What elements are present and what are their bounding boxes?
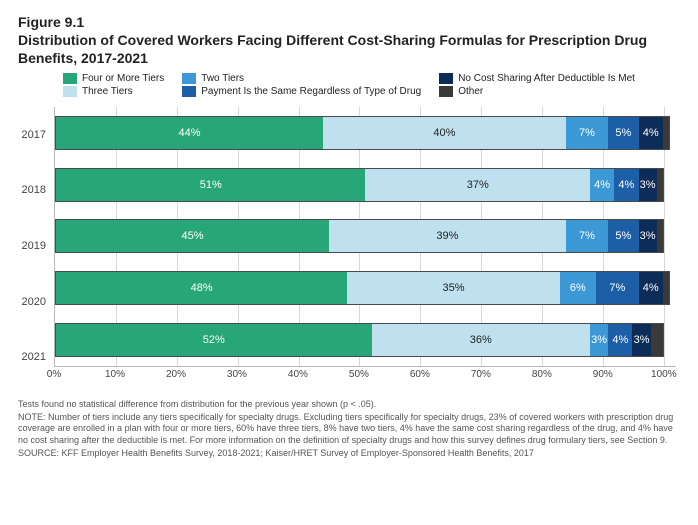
x-tick-label: 70%: [471, 369, 491, 380]
figure-title: Distribution of Covered Workers Facing D…: [18, 32, 680, 67]
bar-segment: 3%: [632, 324, 650, 356]
bar-row: 52%36%3%4%3%: [55, 323, 664, 357]
legend-swatch: [182, 73, 196, 84]
bar-segment: [663, 117, 669, 149]
legend-swatch: [63, 73, 77, 84]
bar-segment: 52%: [56, 324, 372, 356]
legend-swatch: [63, 86, 77, 97]
legend-item: Other: [439, 86, 635, 97]
legend-item: Four or More Tiers: [63, 73, 164, 84]
legend-item: Two Tiers: [182, 73, 421, 84]
bar-segment: 7%: [566, 117, 608, 149]
bar-segment: [657, 220, 663, 252]
y-axis-label: 2020: [18, 296, 50, 308]
y-axis-label: 2019: [18, 240, 50, 252]
bar-segment: 35%: [347, 272, 559, 304]
bar-segment: 7%: [566, 220, 608, 252]
bar-segment: 36%: [372, 324, 590, 356]
bar-segment: 3%: [639, 220, 657, 252]
bar-segment: 4%: [639, 117, 663, 149]
note-stat: Tests found no statistical difference fr…: [18, 399, 680, 411]
bar-segment: 5%: [608, 220, 638, 252]
stacked-bar-chart: 44%40%7%5%4%51%37%4%4%3%45%39%7%5%3%48%3…: [54, 107, 676, 367]
bar-segment: 6%: [560, 272, 596, 304]
y-axis-labels: 2017 2018 2019 2020 2021: [18, 107, 50, 385]
note-source: SOURCE: KFF Employer Health Benefits Sur…: [18, 448, 680, 460]
bar-segment: [651, 324, 663, 356]
x-tick-label: 90%: [593, 369, 613, 380]
y-axis-label: 2017: [18, 129, 50, 141]
legend-label: Other: [458, 86, 483, 97]
bar-row: 51%37%4%4%3%: [55, 168, 664, 202]
bar-segment: 45%: [56, 220, 329, 252]
x-tick-label: 40%: [288, 369, 308, 380]
legend-item: Payment Is the Same Regardless of Type o…: [182, 86, 421, 97]
bar-segment: 51%: [56, 169, 365, 201]
bar-segment: 44%: [56, 117, 323, 149]
x-tick-label: 10%: [105, 369, 125, 380]
note-main: NOTE: Number of tiers include any tiers …: [18, 412, 680, 447]
notes: Tests found no statistical difference fr…: [18, 399, 680, 459]
bar-segment: [657, 169, 663, 201]
legend-item: Three Tiers: [63, 86, 164, 97]
legend-label: Three Tiers: [82, 86, 133, 97]
legend-label: Two Tiers: [201, 73, 244, 84]
x-tick-label: 100%: [651, 369, 677, 380]
y-axis-label: 2018: [18, 184, 50, 196]
x-tick-label: 30%: [227, 369, 247, 380]
chart-area: 20172018201920202021 44%40%7%5%4%51%37%4…: [54, 107, 676, 385]
bar-segment: 40%: [323, 117, 566, 149]
x-tick-label: 0%: [47, 369, 61, 380]
bar-segment: 5%: [608, 117, 638, 149]
bar-segment: 7%: [596, 272, 638, 304]
bar-segment: 3%: [590, 324, 608, 356]
bar-segment: 37%: [365, 169, 590, 201]
bar-row: 45%39%7%5%3%: [55, 219, 664, 253]
x-tick-label: 50%: [349, 369, 369, 380]
bar-segment: [663, 272, 669, 304]
bar-segment: 4%: [590, 169, 614, 201]
legend-label: Four or More Tiers: [82, 73, 164, 84]
bar-segment: 48%: [56, 272, 347, 304]
figure-number: Figure 9.1: [18, 14, 680, 30]
legend-item: No Cost Sharing After Deductible Is Met: [439, 73, 635, 84]
x-tick-label: 20%: [166, 369, 186, 380]
legend-label: Payment Is the Same Regardless of Type o…: [201, 86, 421, 97]
legend-swatch: [439, 86, 453, 97]
x-tick-label: 60%: [410, 369, 430, 380]
x-axis-ticks: 0%10%20%30%40%50%60%70%80%90%100%: [54, 369, 676, 385]
legend: Four or More Tiers Three Tiers Two Tiers Pa…: [51, 73, 647, 97]
legend-label: No Cost Sharing After Deductible Is Met: [458, 73, 635, 84]
x-tick-label: 80%: [532, 369, 552, 380]
bar-rows: 44%40%7%5%4%51%37%4%4%3%45%39%7%5%3%48%3…: [55, 107, 676, 366]
bar-row: 44%40%7%5%4%: [55, 116, 670, 150]
bar-segment: 4%: [608, 324, 632, 356]
bar-row: 48%35%6%7%4%: [55, 271, 670, 305]
legend-swatch: [182, 86, 196, 97]
bar-segment: 39%: [329, 220, 566, 252]
bar-segment: 3%: [639, 169, 657, 201]
bar-segment: 4%: [639, 272, 663, 304]
legend-swatch: [439, 73, 453, 84]
bar-segment: 4%: [614, 169, 638, 201]
y-axis-label: 2021: [18, 351, 50, 363]
